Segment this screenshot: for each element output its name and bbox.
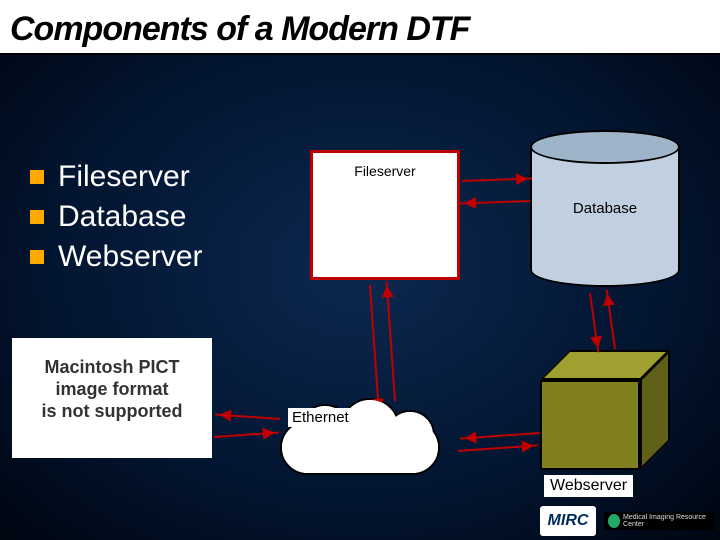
mirc-subtitle: Medical Imaging Resource Center bbox=[604, 512, 714, 530]
edge-arrow bbox=[589, 293, 599, 353]
cylinder-top-icon bbox=[530, 130, 680, 164]
bullet-marker-icon bbox=[30, 250, 44, 264]
edge-arrow bbox=[386, 281, 396, 401]
footer: MIRC Medical Imaging Resource Center bbox=[540, 506, 714, 536]
node-fileserver: Fileserver bbox=[310, 150, 460, 280]
bullet-text: Database bbox=[58, 200, 186, 234]
pict-line: image format bbox=[18, 378, 206, 400]
pict-placeholder: Macintosh PICT image format is not suppo… bbox=[12, 338, 212, 458]
bullet-text: Fileserver bbox=[58, 160, 190, 194]
bullet-list: Fileserver Database Webserver bbox=[30, 160, 203, 280]
bullet-marker-icon bbox=[30, 170, 44, 184]
bullet-marker-icon bbox=[30, 210, 44, 224]
pict-line: is not supported bbox=[18, 400, 206, 422]
bullet-item: Database bbox=[30, 200, 203, 234]
edge-arrow bbox=[462, 178, 532, 182]
mirc-logo: MIRC bbox=[540, 506, 596, 536]
edge-arrow bbox=[214, 431, 279, 438]
cube-front-icon bbox=[540, 380, 640, 470]
dot-icon bbox=[608, 514, 620, 528]
bullet-item: Webserver bbox=[30, 240, 203, 274]
node-fileserver-label: Fileserver bbox=[313, 163, 457, 179]
cylinder-body-icon bbox=[530, 147, 680, 287]
node-database-label: Database bbox=[530, 200, 680, 217]
edge-arrow bbox=[606, 289, 616, 349]
bullet-text: Webserver bbox=[58, 240, 203, 274]
node-webserver bbox=[540, 350, 670, 470]
node-database: Database bbox=[530, 130, 680, 290]
bullet-item: Fileserver bbox=[30, 160, 203, 194]
edge-arrow bbox=[458, 444, 538, 452]
edge-arrow bbox=[460, 432, 540, 440]
pict-line: Macintosh PICT bbox=[18, 356, 206, 378]
node-ethernet-label: Ethernet bbox=[288, 408, 353, 427]
slide-title: Components of a Modern DTF bbox=[0, 0, 720, 55]
edge-arrow bbox=[460, 200, 530, 204]
edge-arrow bbox=[369, 285, 380, 415]
cloud-fill-icon bbox=[282, 422, 438, 473]
node-webserver-label: Webserver bbox=[544, 475, 633, 497]
